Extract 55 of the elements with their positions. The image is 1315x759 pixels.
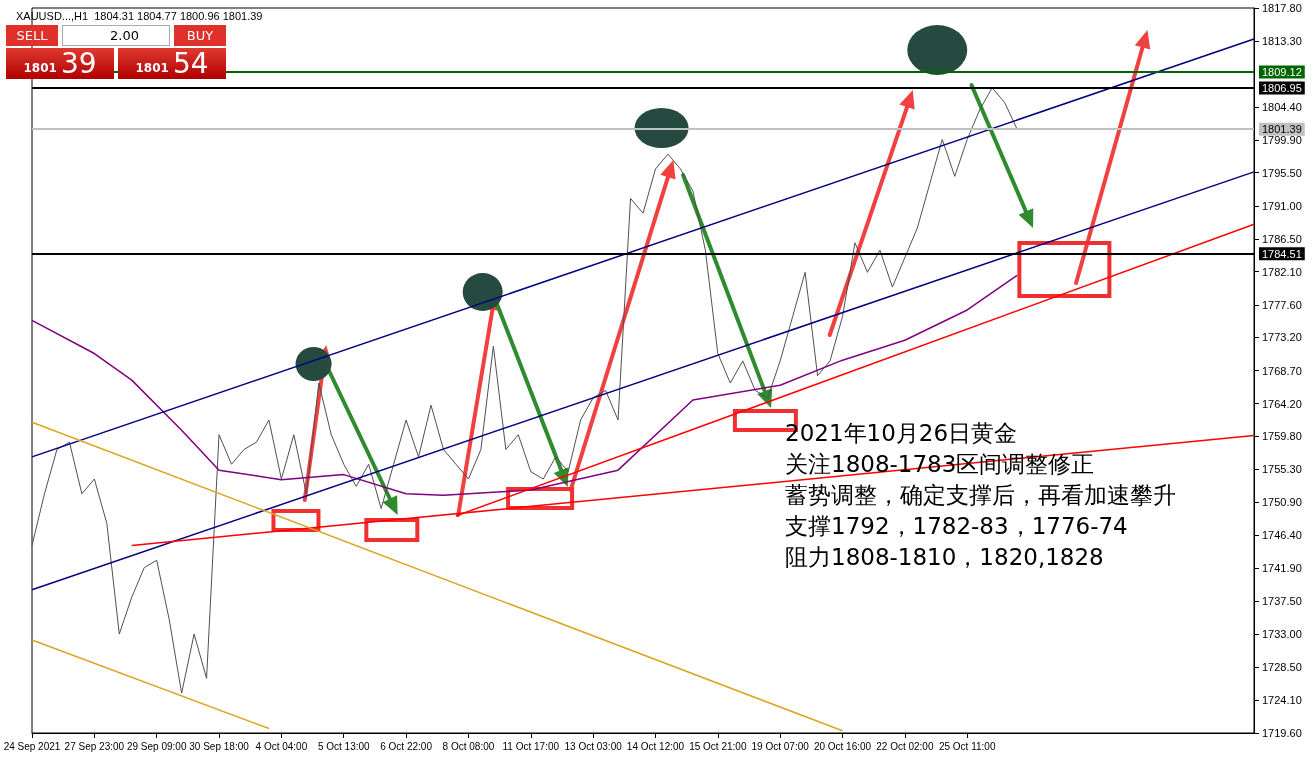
y-tick-label: 1813.30 bbox=[1262, 35, 1302, 48]
annotation: 2.00 bbox=[110, 28, 139, 43]
annotation: 54 bbox=[172, 47, 209, 80]
ref-line-label: 1801.39 bbox=[1262, 123, 1302, 136]
chart-title: XAUUSD...,H1 1804.31 1804.77 1800.96 1801.39 bbox=[16, 9, 263, 22]
number-field: 2.00 bbox=[62, 25, 170, 46]
y-tick-label: 1786.50 bbox=[1262, 233, 1302, 246]
y-tick-label: 1750.90 bbox=[1262, 495, 1302, 508]
y-tick-label: 1719.60 bbox=[1262, 727, 1302, 739]
y-tick-label: 1804.40 bbox=[1262, 100, 1302, 113]
y-tick-label: 1777.60 bbox=[1262, 298, 1302, 311]
x-tick-label: 14 Oct 12:00 bbox=[626, 740, 685, 752]
annotation: 支撑1792，1782-83，1776-74 bbox=[785, 512, 1129, 541]
y-tick-label: 1782.10 bbox=[1262, 265, 1302, 278]
x-tick-label: 20 Oct 16:00 bbox=[813, 740, 872, 752]
y-tick-label: 1728.50 bbox=[1262, 661, 1302, 674]
x-tick-label: 19 Oct 07:00 bbox=[751, 740, 810, 752]
x-tick-label: 25 Oct 11:00 bbox=[938, 740, 996, 752]
y-tick-label: 1741.90 bbox=[1262, 562, 1302, 575]
x-tick-label: 6 Oct 22:00 bbox=[380, 740, 433, 752]
x-tick-label: 29 Sep 09:00 bbox=[126, 740, 187, 752]
annotation: 39 bbox=[60, 47, 97, 80]
annotation: 2021年10月26日黄金 bbox=[785, 419, 1019, 448]
ref-line-label: 1809.12 bbox=[1262, 66, 1302, 79]
x-tick-label: 4 Oct 04:00 bbox=[255, 740, 308, 752]
y-tick-label: 1746.40 bbox=[1262, 529, 1302, 542]
x-tick-label: 24 Sep 2021 bbox=[3, 740, 61, 752]
x-tick-label: 5 Oct 13:00 bbox=[317, 740, 371, 752]
annotation: BUY bbox=[174, 25, 226, 46]
y-tick-label: 1799.90 bbox=[1262, 134, 1302, 147]
y-tick-label: 1764.20 bbox=[1262, 397, 1302, 410]
annotation: 阻力1808-1810，1820,1828 bbox=[785, 543, 1105, 572]
y-tick-label: 1737.50 bbox=[1262, 594, 1302, 607]
annotation: 1801 bbox=[23, 60, 57, 77]
y-tick-label: 1759.80 bbox=[1262, 430, 1302, 443]
y-tick-label: 1773.20 bbox=[1262, 331, 1302, 344]
ref-line-label: 1806.95 bbox=[1262, 82, 1302, 95]
x-tick-label: 30 Sep 18:00 bbox=[189, 740, 250, 752]
y-tick-label: 1795.50 bbox=[1262, 166, 1302, 179]
y-tick-label: 1724.10 bbox=[1262, 693, 1302, 706]
y-tick-label: 1817.80 bbox=[1262, 2, 1302, 14]
x-tick-label: 15 Oct 21:00 bbox=[689, 740, 747, 752]
ref-line-label: 1784.51 bbox=[1262, 247, 1302, 260]
y-tick-label: 1733.00 bbox=[1262, 628, 1302, 641]
y-tick-label: 1768.70 bbox=[1262, 364, 1302, 377]
y-tick-label: 1791.00 bbox=[1262, 199, 1302, 212]
x-tick-label: 13 Oct 03:00 bbox=[564, 740, 623, 752]
x-tick-label: 27 Sep 23:00 bbox=[64, 740, 125, 752]
y-tick-label: 1755.30 bbox=[1262, 463, 1302, 476]
x-tick-label: 11 Oct 17:00 bbox=[502, 740, 560, 752]
x-tick-label: 22 Oct 02:00 bbox=[876, 740, 934, 752]
annotation: 1801 bbox=[135, 60, 169, 77]
annotation: SELL bbox=[6, 25, 58, 46]
annotation: 蓄势调整，确定支撑后，再看加速攀升 bbox=[785, 481, 1176, 510]
x-tick-label: 8 Oct 08:00 bbox=[442, 740, 495, 752]
